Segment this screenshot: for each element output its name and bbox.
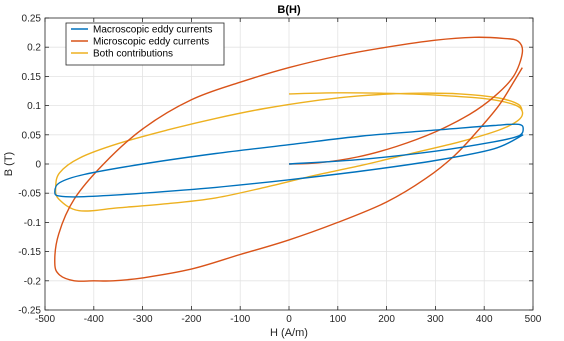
y-tick-label: -0.1 bbox=[24, 218, 42, 229]
x-tick-label: 200 bbox=[378, 314, 395, 325]
y-tick-label: -0.15 bbox=[18, 247, 41, 258]
legend-box bbox=[65, 22, 225, 66]
series-line-macroscopic-eddy-currents bbox=[54, 123, 524, 198]
x-tick-label: 300 bbox=[427, 314, 444, 325]
x-tick-label: 500 bbox=[525, 314, 542, 325]
y-tick-label: -0.05 bbox=[18, 189, 41, 200]
y-tick-label: 0 bbox=[35, 160, 41, 171]
y-axis-label: B (T) bbox=[3, 152, 15, 176]
y-tick-label: -0.2 bbox=[24, 276, 42, 287]
y-tick-label: 0.2 bbox=[27, 43, 41, 54]
y-tick-label: -0.25 bbox=[18, 306, 41, 317]
x-tick-label: -300 bbox=[133, 314, 153, 325]
series-line-both-contributions bbox=[54, 92, 524, 212]
x-tick-label: 100 bbox=[329, 314, 346, 325]
x-axis-label: H (A/m) bbox=[270, 327, 308, 339]
x-tick-label: -500 bbox=[35, 314, 55, 325]
series-group bbox=[54, 36, 524, 282]
y-tick-label: 0.25 bbox=[22, 14, 42, 25]
y-tick-label: 0.15 bbox=[22, 72, 42, 83]
chart-title: B(H) bbox=[277, 4, 301, 16]
x-tick-label: -200 bbox=[181, 314, 201, 325]
legend-entry: Macroscopic eddy currents bbox=[93, 25, 213, 36]
y-tick-label: 0.05 bbox=[22, 130, 42, 141]
series-line-microscopic-eddy-currents bbox=[54, 36, 524, 282]
legend-entry: Microscopic eddy currents bbox=[93, 37, 209, 48]
legend-entry: Both contributions bbox=[93, 49, 173, 60]
ticks: -500 -400 -300 -200 -100 0 100 200 300 400 500 0.25… bbox=[18, 14, 542, 326]
x-tick-label: -400 bbox=[84, 314, 104, 325]
x-tick-label: -100 bbox=[230, 314, 250, 325]
x-tick-label: 0 bbox=[286, 314, 292, 325]
x-tick-label: 400 bbox=[476, 314, 493, 325]
y-tick-label: 0.1 bbox=[27, 101, 41, 112]
